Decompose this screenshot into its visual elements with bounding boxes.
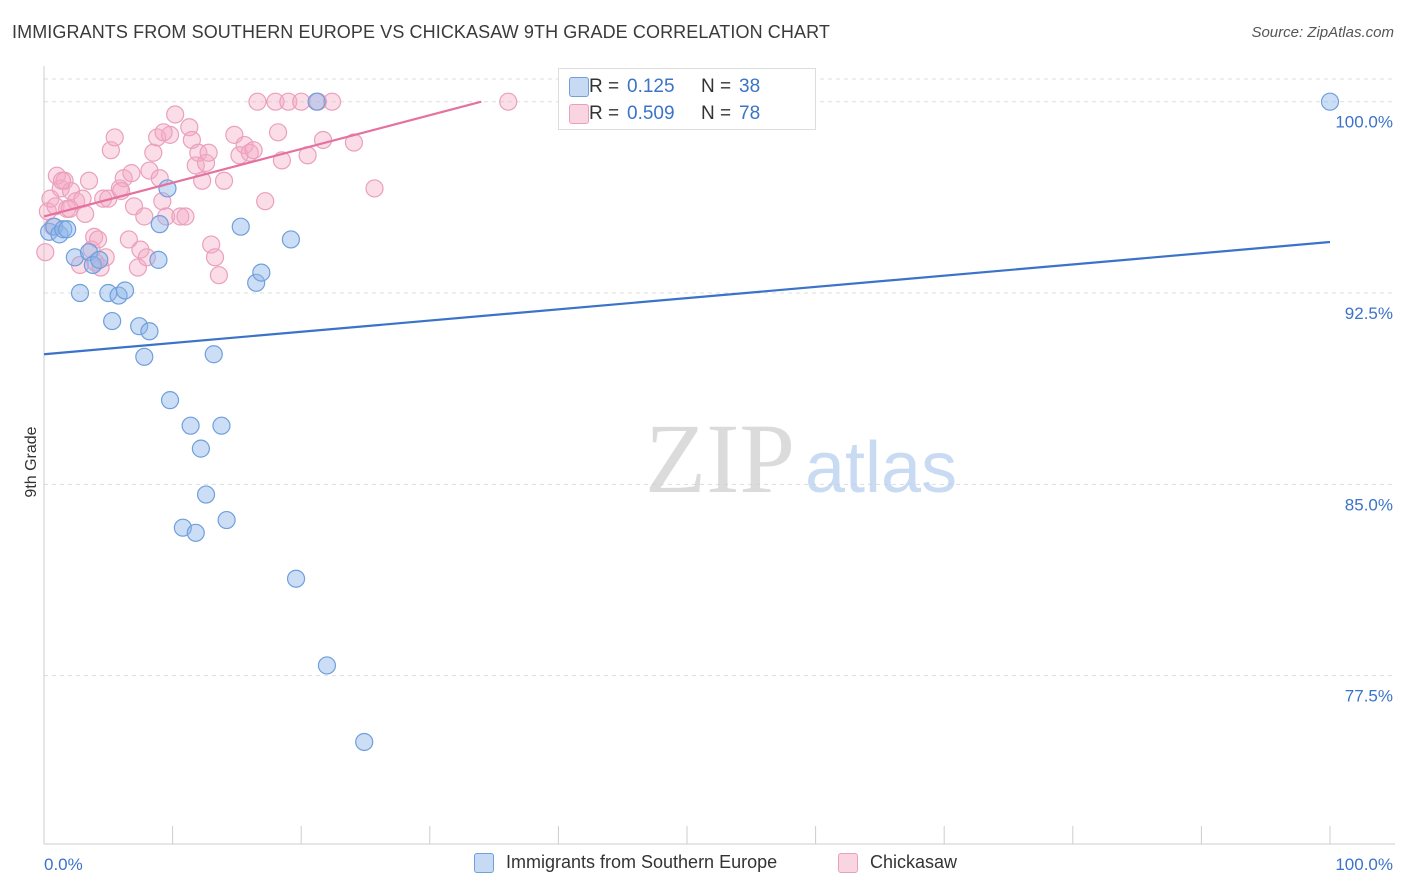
point-southern-europe [191,439,210,458]
point-chickasaw [88,230,108,249]
legend-label: Immigrants from Southern Europe [506,852,778,872]
legend-item-chickasaw[interactable]: Chickasaw [838,852,957,873]
stats-r-label: R = [589,103,620,124]
point-chickasaw [266,92,285,111]
point-southern-europe [247,273,266,292]
point-chickasaw [209,266,228,285]
point-southern-europe [217,510,236,530]
legend-label: Chickasaw [870,852,958,872]
point-southern-europe [252,263,271,282]
point-southern-europe [58,220,77,239]
point-southern-europe [1320,92,1340,111]
point-chickasaw [189,143,208,162]
point-southern-europe [186,523,205,542]
y-tick-label: 92.5% [1345,304,1393,323]
x-tick-label-end: 100.0% [1335,855,1393,874]
stats-n-label: N = [701,103,732,124]
stats-n-label: N = [701,76,732,97]
watermark-atlas: atlas [805,428,957,508]
point-chickasaw [199,143,218,162]
point-chickasaw [171,207,190,226]
point-chickasaw [322,92,342,111]
point-chickasaw [256,192,275,211]
trend-line-chickasaw [43,100,482,218]
point-southern-europe [115,281,135,300]
point-chickasaw [214,171,234,190]
point-chickasaw [365,179,384,198]
y-axis-label: 9th Grade [23,426,40,497]
point-chickasaw [244,141,263,160]
point-southern-europe [149,250,168,269]
stats-r-value: 0.125 [627,76,675,97]
point-southern-europe [130,317,149,336]
stats-n-value: 78 [739,103,761,124]
point-southern-europe [307,92,326,111]
point-chickasaw [135,207,154,226]
point-southern-europe [317,656,337,675]
points [36,92,1340,752]
point-southern-europe [150,215,169,234]
x-tick-label-start: 0.0% [44,855,83,874]
point-chickasaw [144,143,163,162]
point-southern-europe [196,485,216,504]
legend-swatch-pink [838,852,858,873]
point-chickasaw [140,161,159,180]
point-chickasaw [248,92,267,111]
stats-r-label: R = [589,76,620,97]
point-southern-europe [212,416,231,435]
point-chickasaw [36,243,55,262]
stats-n-value: 38 [739,76,761,97]
trend-lines [43,100,1331,356]
y-tick-label: 77.5% [1345,687,1393,706]
point-southern-europe [231,217,250,236]
trend-line-southern-europe [43,240,1331,356]
point-chickasaw [176,207,195,226]
chart-title: IMMIGRANTS FROM SOUTHERN EUROPE VS CHICK… [12,22,830,42]
point-southern-europe [160,391,180,410]
point-southern-europe [54,220,73,239]
point-southern-europe [204,345,223,364]
watermark-zip: ZIP [645,403,795,514]
legend: Immigrants from Southern Europe Chickasa… [0,850,1406,880]
point-chickasaw [205,248,225,267]
axes: 77.5% 85.0% 92.5% 100.0% 0.0% 100.0% [43,66,1395,874]
legend-item-southern-europe[interactable]: Immigrants from Southern Europe [474,852,777,873]
point-southern-europe [135,347,154,366]
point-chickasaw [79,171,99,190]
point-chickasaw [137,248,156,267]
point-southern-europe [286,569,306,588]
point-southern-europe [103,311,122,331]
point-southern-europe [70,283,90,303]
point-southern-europe [140,322,159,341]
point-chickasaw [292,92,311,111]
point-southern-europe [281,230,301,249]
point-chickasaw [279,92,298,111]
stats-swatch-blue [569,77,589,97]
point-southern-europe [181,416,200,435]
stats-r-value: 0.509 [627,103,675,124]
point-chickasaw [52,171,72,190]
point-southern-europe [90,250,109,269]
point-chickasaw [268,123,288,142]
gridlines [44,78,1395,677]
y-tick-label: 100.0% [1335,113,1393,132]
y-tick-label: 85.0% [1345,495,1393,514]
stats-row-chickasaw: R = 0.509 N = 78 [569,101,761,127]
point-chickasaw [154,123,173,142]
stats-box: R = 0.125 N = 38 R = 0.509 N = 78 [558,68,816,130]
point-chickasaw [128,258,147,277]
stats-row-southern-europe: R = 0.125 N = 38 [569,74,761,100]
point-chickasaw [119,230,138,249]
point-southern-europe [65,248,84,267]
source-label: Source: ZipAtlas.com [1251,24,1394,41]
point-chickasaw [499,92,518,111]
stats-swatch-pink [569,104,589,124]
legend-swatch-blue [474,852,494,873]
point-chickasaw [166,105,185,124]
point-chickasaw [46,197,65,216]
point-chickasaw [122,164,141,183]
point-chickasaw [105,128,124,147]
point-southern-europe [355,732,374,752]
